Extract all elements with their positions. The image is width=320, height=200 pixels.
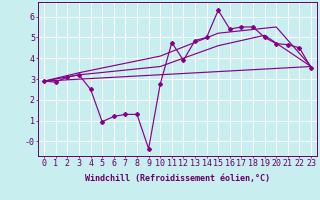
X-axis label: Windchill (Refroidissement éolien,°C): Windchill (Refroidissement éolien,°C): [85, 174, 270, 183]
